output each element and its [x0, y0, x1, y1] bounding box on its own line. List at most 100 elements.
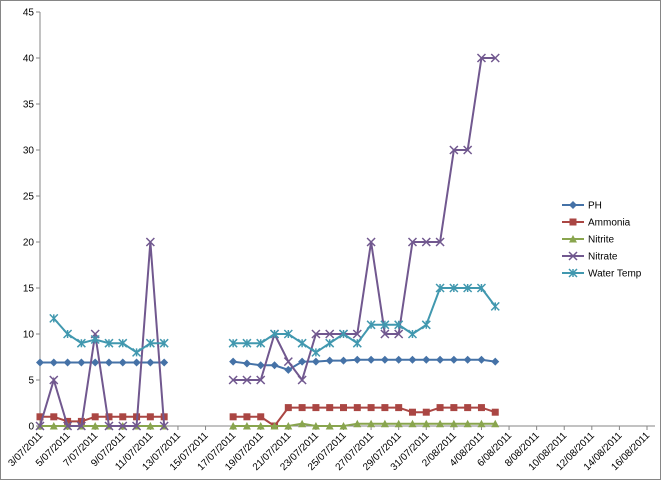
marker: [490, 53, 500, 63]
marker: [381, 404, 389, 412]
marker: [270, 422, 279, 430]
marker: [449, 145, 459, 155]
marker: [339, 356, 348, 365]
series-line: [40, 422, 496, 427]
legend-label: Ammonia: [588, 218, 631, 229]
marker: [325, 338, 335, 348]
marker: [394, 419, 403, 428]
marker: [298, 419, 307, 428]
marker: [91, 413, 99, 421]
y-tick-label: 35: [23, 100, 35, 111]
marker: [407, 329, 418, 339]
marker: [118, 358, 127, 367]
marker: [118, 338, 128, 348]
legend-label: PH: [588, 201, 602, 212]
marker: [568, 251, 578, 261]
marker: [104, 421, 114, 431]
marker: [256, 422, 265, 430]
marker: [160, 358, 169, 367]
marker: [422, 408, 430, 416]
marker: [298, 357, 307, 366]
marker: [325, 356, 334, 365]
marker: [491, 408, 499, 416]
marker: [297, 338, 307, 348]
marker: [311, 357, 320, 366]
marker: [450, 404, 458, 412]
marker: [91, 422, 100, 430]
marker: [63, 358, 72, 367]
marker: [118, 421, 128, 431]
marker: [395, 404, 403, 412]
marker: [104, 338, 114, 348]
marker: [436, 355, 445, 364]
marker: [435, 237, 445, 247]
legend-label: Nitrite: [588, 235, 615, 246]
marker: [132, 347, 142, 357]
marker: [380, 419, 389, 428]
marker: [421, 320, 431, 330]
marker: [270, 361, 279, 370]
marker: [352, 329, 362, 339]
marker: [436, 419, 445, 428]
marker: [229, 422, 238, 430]
marker: [242, 338, 252, 348]
marker: [242, 359, 251, 368]
marker: [284, 404, 292, 412]
marker: [366, 237, 376, 247]
marker: [325, 422, 334, 430]
marker: [298, 404, 306, 412]
marker: [491, 357, 500, 366]
y-tick-label: 15: [23, 284, 35, 295]
marker: [49, 422, 58, 430]
marker: [353, 404, 361, 412]
marker: [367, 419, 376, 428]
marker: [340, 404, 347, 412]
marker: [50, 413, 58, 421]
series-line: [39, 57, 496, 427]
marker: [339, 422, 348, 430]
marker: [477, 419, 486, 428]
marker: [64, 417, 72, 425]
marker: [435, 283, 445, 293]
marker: [297, 375, 307, 385]
legend-label: Nitrate: [588, 252, 618, 263]
marker: [394, 329, 404, 339]
marker: [366, 320, 376, 330]
marker: [380, 355, 389, 364]
marker: [76, 421, 86, 431]
marker: [269, 329, 280, 339]
marker: [229, 413, 237, 421]
marker: [464, 404, 472, 412]
marker: [36, 358, 44, 367]
y-tick-label: 30: [23, 146, 35, 157]
marker: [35, 421, 45, 431]
marker: [105, 413, 113, 421]
marker: [421, 237, 431, 247]
marker: [311, 422, 320, 430]
marker: [256, 361, 265, 370]
marker: [284, 422, 293, 430]
marker: [491, 419, 500, 428]
marker: [449, 355, 458, 364]
marker: [394, 320, 404, 330]
marker: [367, 404, 375, 412]
legend-label: Water Temp: [588, 269, 642, 280]
marker: [311, 329, 321, 339]
marker: [256, 338, 266, 348]
y-tick-label: 0: [28, 422, 34, 433]
marker: [76, 338, 86, 348]
marker: [63, 329, 73, 339]
y-tick-label: 20: [23, 238, 35, 249]
marker: [407, 237, 418, 247]
marker: [146, 358, 155, 367]
marker: [242, 422, 251, 430]
marker: [77, 358, 86, 367]
marker: [312, 404, 320, 412]
marker: [477, 404, 485, 412]
marker: [380, 329, 390, 339]
marker: [408, 419, 417, 428]
marker: [49, 313, 59, 323]
marker: [463, 355, 472, 364]
marker: [243, 413, 251, 421]
